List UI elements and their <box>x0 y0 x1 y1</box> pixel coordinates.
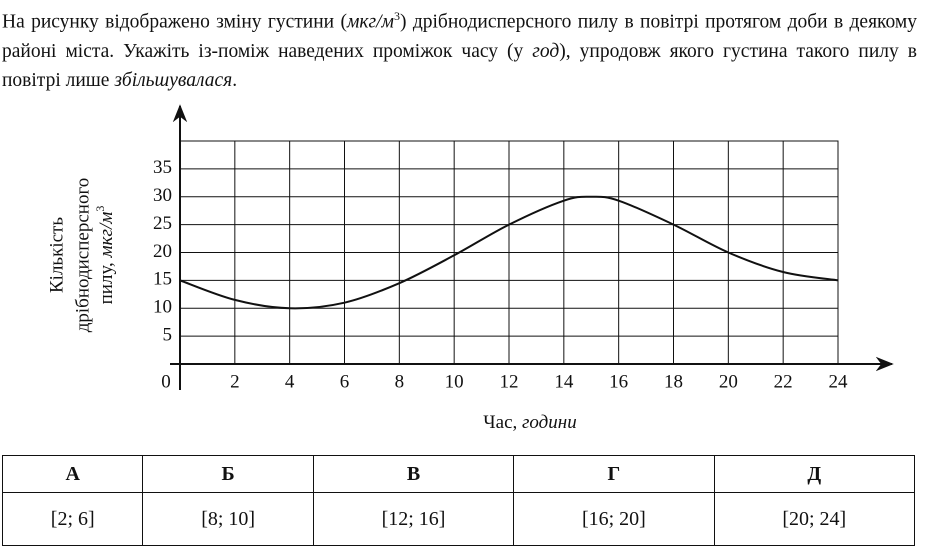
header-cell: Б <box>142 455 314 493</box>
option-cell: [16; 20] <box>513 492 715 546</box>
x-tick-label: 12 <box>500 371 519 392</box>
header-cell: А <box>1 455 144 493</box>
y-label: пилу, мкг/м3 <box>93 206 118 305</box>
unit: мкг/м <box>346 11 394 33</box>
option-cell: [20; 24] <box>713 492 916 546</box>
y-tick-label: 5 <box>163 324 173 345</box>
question-text: ), упродовж якого густина такого пилу в … <box>2 40 918 91</box>
y-tick-label: 30 <box>153 185 172 206</box>
y-label-power: 3 <box>93 206 107 212</box>
x-tick-label: 2 <box>230 371 240 392</box>
y-label-unit: мкг/м <box>96 212 117 259</box>
header-cell: Д <box>713 455 916 493</box>
emphasis: збільшувалася <box>114 69 233 91</box>
y-tick-label: 10 <box>153 297 172 318</box>
x-tick-label: 22 <box>774 371 793 392</box>
chart: Кількість дрібнодисперсного пилу, мкг/м3… <box>46 104 894 433</box>
x-tick-label: 4 <box>285 371 295 392</box>
line <box>179 195 839 310</box>
y-label: Кількість <box>46 217 67 293</box>
answer-table: А Б В Г Д [2; 6] [8; 10] [12; 16] [16; 20] [20; 2… <box>1 455 916 546</box>
y-tick-label: 35 <box>153 157 172 178</box>
y-label: дрібнодисперсного <box>72 178 93 333</box>
option-cell: [12; 16] <box>312 492 515 546</box>
option-cell: [2; 6] <box>1 492 144 546</box>
option-cell: [8; 10] <box>142 492 314 546</box>
unit-power: 3 <box>394 9 400 23</box>
header-cell: Г <box>513 455 715 493</box>
x-tick-label: 6 <box>340 371 350 392</box>
x-tick-label: 10 <box>445 371 464 392</box>
x-label: Час, години <box>483 412 576 433</box>
x-label-text: Час, <box>483 412 522 433</box>
question-text: . <box>232 69 238 91</box>
y-tick-label: 15 <box>153 269 172 290</box>
x-tick-label: 8 <box>395 371 405 392</box>
x-tick-label: 16 <box>609 371 628 392</box>
question-text: На рисунку відображено зміну густини ( <box>2 11 347 33</box>
x-tick-label: 24 <box>829 371 849 392</box>
y-label-text: пилу, <box>96 257 117 304</box>
unit: год <box>532 40 560 62</box>
y-tick-label: 25 <box>153 213 172 234</box>
x-tick-label: 20 <box>719 371 738 392</box>
x-tick-label: 14 <box>554 371 574 392</box>
header-cell: В <box>312 455 515 493</box>
x-tick-label: 18 <box>664 371 683 392</box>
question-text: ) дрібнодисперсного пилу в повітрі протя… <box>2 11 917 62</box>
question: На рисунку відображено зміну густини (мк… <box>2 2 917 95</box>
x-label-unit: години <box>522 412 577 433</box>
x-tick-label: 0 <box>161 371 171 392</box>
y-tick-label: 20 <box>153 241 172 262</box>
